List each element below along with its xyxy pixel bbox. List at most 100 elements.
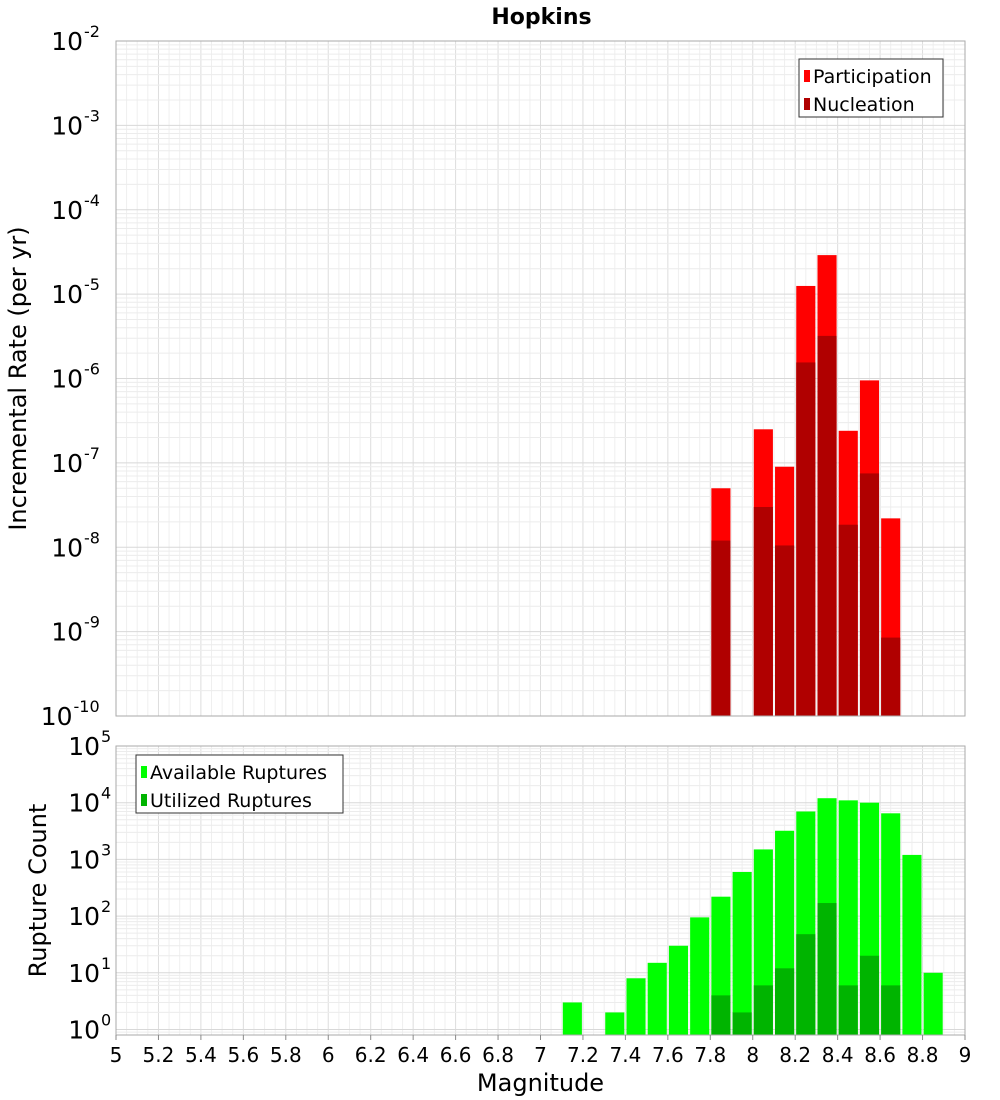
y-tick-exponent: -4 — [84, 191, 100, 210]
x-tick-label: 8.2 — [779, 1043, 811, 1067]
legend-box — [135, 754, 344, 814]
y-tick-base: 10 — [51, 449, 83, 478]
panel-0-frame — [115, 40, 966, 717]
legend-swatch — [804, 70, 810, 82]
x-tick-label: 6.6 — [440, 1043, 472, 1067]
chart-title: Hopkins — [491, 5, 591, 30]
bar-nucleation — [711, 540, 731, 716]
y-tick-exponent: 5 — [101, 727, 111, 746]
y-tick-base: 10 — [51, 365, 83, 394]
x-tick-label: 9 — [959, 1043, 972, 1067]
y-tick-base: 10 — [68, 1016, 100, 1045]
x-tick-label: 7.8 — [694, 1043, 726, 1067]
bar-available-ruptures — [668, 945, 689, 1035]
x-tick-label: 5.8 — [270, 1043, 302, 1067]
y-tick-exponent: 2 — [101, 897, 111, 916]
y-tick-exponent: -10 — [74, 697, 100, 716]
y-tick-base: 10 — [41, 702, 73, 731]
y-tick-exponent: 4 — [101, 784, 111, 803]
bar-utilized-ruptures — [796, 934, 816, 1035]
x-tick-label: 5.6 — [227, 1043, 259, 1067]
x-tick-label: 6 — [322, 1043, 335, 1067]
legend-label: Available Ruptures — [150, 762, 327, 784]
y-tick-label: 10 -2 — [51, 22, 100, 56]
y-tick-base: 10 — [51, 111, 83, 140]
x-tick-label: 6.4 — [397, 1043, 429, 1067]
bar-nucleation — [817, 335, 837, 716]
bar-available-ruptures — [626, 978, 646, 1035]
x-tick-label: 7.2 — [567, 1043, 599, 1067]
bar-utilized-ruptures — [838, 985, 858, 1035]
y-tick-exponent: -6 — [84, 360, 100, 379]
bar-utilized-ruptures — [817, 903, 837, 1035]
legend-swatch — [141, 794, 147, 806]
y-tick-base: 10 — [51, 618, 83, 647]
y-tick-exponent: -8 — [84, 528, 100, 547]
y-tick-exponent: 3 — [101, 840, 111, 859]
y-tick-base: 10 — [51, 27, 83, 56]
y-tick-exponent: -5 — [84, 275, 100, 294]
bar-utilized-ruptures — [753, 985, 773, 1035]
y-tick-label: 10 -4 — [51, 191, 100, 225]
y-tick-exponent: -2 — [84, 22, 100, 41]
y-tick-base: 10 — [68, 732, 100, 761]
y-tick-exponent: 0 — [101, 1011, 111, 1030]
x-tick-label: 8.6 — [864, 1043, 896, 1067]
y-tick-base: 10 — [68, 959, 100, 988]
bar-nucleation — [881, 637, 901, 716]
y-tick-label: 10 -9 — [51, 613, 100, 647]
y-tick-label: 10 -8 — [51, 528, 100, 562]
x-tick-label: 8 — [746, 1043, 759, 1067]
y-tick-base: 10 — [68, 789, 100, 818]
bar-utilized-ruptures — [859, 955, 880, 1035]
y-tick-label: 10 -5 — [51, 275, 100, 309]
legend-label: Utilized Ruptures — [150, 790, 312, 812]
y-tick-label: 10 -6 — [51, 360, 100, 394]
bar-nucleation — [838, 524, 858, 716]
y-tick-exponent: -3 — [84, 106, 100, 125]
x-tick-label: 7.6 — [652, 1043, 684, 1067]
y-tick-exponent: 1 — [101, 954, 111, 973]
x-axis-label: Magnitude — [477, 1069, 604, 1097]
y-tick-base: 10 — [51, 196, 83, 225]
y-tick-base: 10 — [68, 902, 100, 931]
bar-available-ruptures — [923, 972, 943, 1035]
legend-swatch — [141, 766, 147, 778]
bar-utilized-ruptures — [732, 1012, 752, 1035]
y-tick-label: 10 -7 — [51, 444, 100, 478]
bar-utilized-ruptures — [775, 968, 795, 1035]
legend-box — [798, 58, 944, 118]
bar-available-ruptures — [902, 854, 922, 1035]
legend-swatch — [804, 98, 810, 110]
x-tick-label: 7.4 — [609, 1043, 641, 1067]
x-tick-label: 6.8 — [482, 1043, 514, 1067]
x-tick-label: 8.4 — [822, 1043, 854, 1067]
y-tick-label: 10 -10 — [41, 697, 100, 731]
legend-label: Nucleation — [813, 94, 915, 116]
legend-label: Participation — [813, 66, 932, 88]
y-tick-base: 10 — [51, 533, 83, 562]
bar-nucleation — [859, 473, 880, 716]
bar-available-ruptures — [562, 1002, 582, 1035]
bar-utilized-ruptures — [881, 985, 901, 1035]
bar-available-ruptures — [690, 917, 710, 1035]
bar-available-ruptures — [732, 871, 752, 1035]
x-tick-label: 5 — [110, 1043, 123, 1067]
y-tick-base: 10 — [51, 280, 83, 309]
bar-nucleation — [775, 545, 795, 716]
bar-utilized-ruptures — [711, 995, 731, 1035]
x-tick-label: 7 — [534, 1043, 547, 1067]
y-axis-label: Rupture Count — [24, 804, 52, 978]
bar-nucleation — [796, 362, 816, 716]
x-tick-label: 6.2 — [355, 1043, 387, 1067]
x-tick-label: 5.4 — [185, 1043, 217, 1067]
bar-available-ruptures — [647, 962, 667, 1035]
y-tick-base: 10 — [68, 845, 100, 874]
x-tick-label: 8.8 — [907, 1043, 939, 1067]
bar-nucleation — [753, 506, 773, 716]
y-tick-exponent: -7 — [84, 444, 100, 463]
bar-available-ruptures — [605, 1012, 625, 1035]
y-tick-exponent: -9 — [84, 613, 100, 632]
bar-available-ruptures — [838, 800, 858, 1035]
